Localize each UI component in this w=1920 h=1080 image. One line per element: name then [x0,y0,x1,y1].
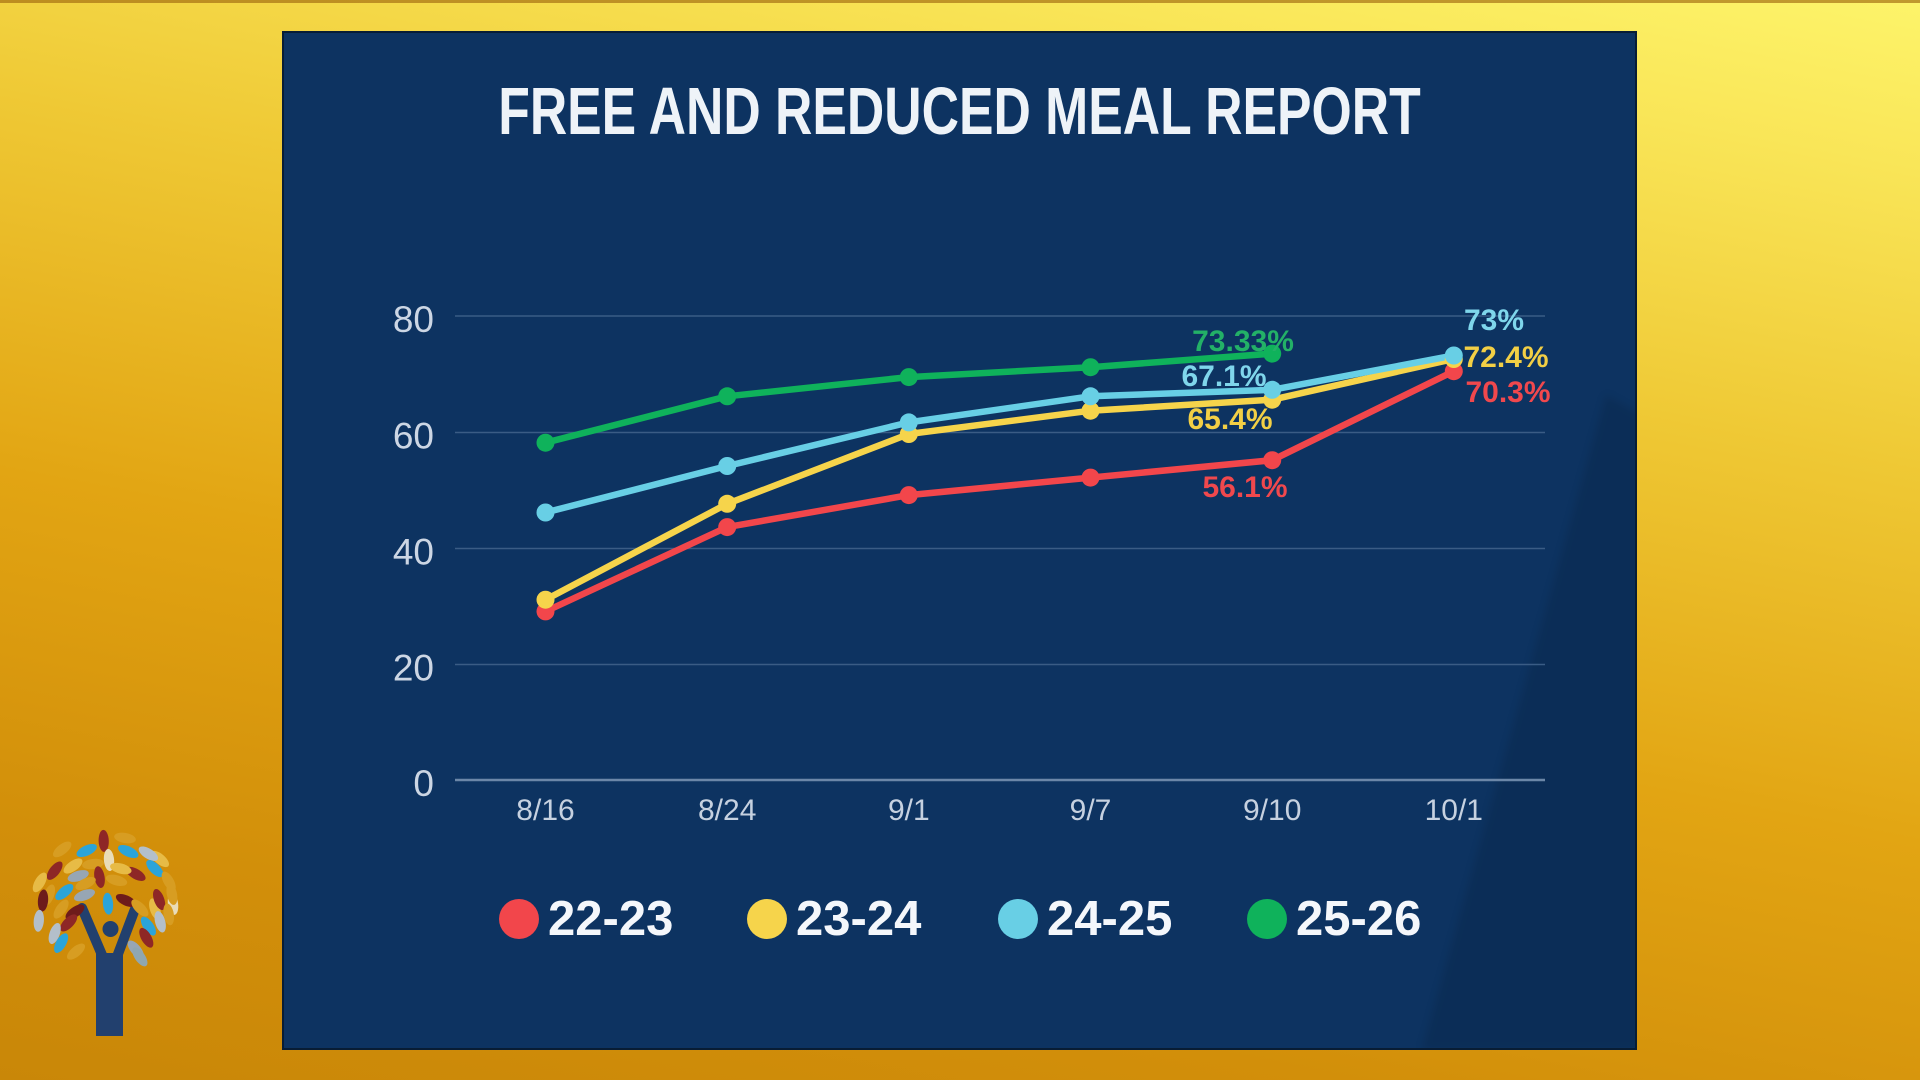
svg-text:8/24: 8/24 [698,794,756,827]
svg-text:56.1%: 56.1% [1202,471,1287,504]
svg-text:20: 20 [393,648,434,689]
svg-text:72.4%: 72.4% [1463,341,1548,374]
svg-text:9/7: 9/7 [1070,794,1112,827]
svg-text:40: 40 [393,532,434,573]
svg-text:9/10: 9/10 [1243,794,1301,827]
svg-text:65.4%: 65.4% [1187,403,1272,436]
svg-text:60: 60 [393,416,434,457]
svg-text:67.1%: 67.1% [1181,360,1266,393]
svg-text:9/1: 9/1 [888,794,930,827]
svg-text:8/16: 8/16 [516,794,574,827]
svg-text:10/1: 10/1 [1425,794,1483,827]
svg-text:73.33%: 73.33% [1192,325,1294,358]
svg-text:73%: 73% [1464,304,1524,337]
svg-text:70.3%: 70.3% [1465,376,1550,409]
svg-text:80: 80 [393,299,434,340]
svg-text:0: 0 [413,763,434,804]
